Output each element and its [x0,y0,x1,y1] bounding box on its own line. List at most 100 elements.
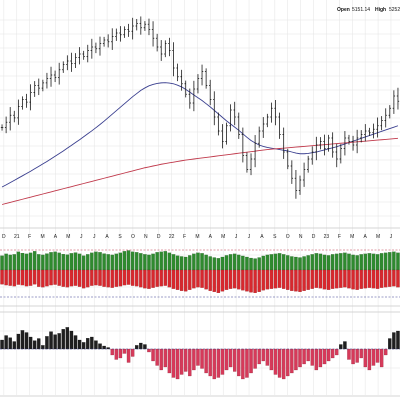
date-tick-label: M [350,234,354,240]
breadth-down-bar [0,269,4,285]
price-bar [302,162,306,187]
price-bar [94,42,98,54]
breadth-up-bar [163,251,167,271]
breadth-up-bar [77,253,82,271]
oscillator-negative-bar [220,348,225,375]
breadth-down-bar [339,269,343,288]
price-bar [184,80,187,98]
price-bar [396,87,400,110]
oscillator-negative-bar [253,348,257,369]
breadth-down-bar [37,269,41,287]
breadth-down-bar [343,269,347,288]
breadth-up-bar [265,254,270,271]
price-bar [127,23,130,37]
breadth-up-bar [175,255,180,271]
breadth-up-bar [69,253,74,271]
oscillator-positive-bar [57,333,61,350]
oscillator-negative-bar [384,348,388,356]
breadth-up-bar [204,254,208,271]
oscillator-positive-bar [20,330,25,350]
breadth-down-bar [159,269,163,287]
breadth-down-bar [204,269,208,290]
oscillator-negative-bar [212,348,216,380]
oscillator-negative-bar [310,348,314,366]
price-bar [225,122,228,145]
price-bar [151,21,155,47]
breadth-down-bar [294,269,298,292]
oscillator-negative-bar [192,348,196,371]
price-bar [294,170,298,199]
date-tick-label: J [93,234,96,240]
breadth-down-bar [20,269,25,286]
price-bar [143,21,147,31]
breadth-down-bar [163,269,167,286]
date-tick-label: D [157,234,161,240]
breadth-down-bar [192,269,196,289]
breadth-up-bar [363,253,367,271]
breadth-down-bar [16,269,21,285]
oscillator-positive-bar [73,335,78,350]
price-bar [180,69,183,91]
oscillator-negative-bar [322,348,327,365]
price-bars [0,16,400,199]
breadth-down-bar [90,269,94,286]
oscillator-positive-bar [90,336,94,350]
breadth-up-bar [16,251,21,271]
breadth-down-bar [347,269,351,289]
breadth-down-bar [130,269,135,286]
breadth-up-bar [196,252,200,271]
oscillator-positive-bar [343,341,347,350]
breadth-up-bar [208,256,212,271]
oscillator-negative-bar [118,348,123,359]
breadth-down-bar [94,269,98,286]
oscillator-positive-bar [94,340,98,350]
breadth-down-bar [379,269,384,288]
oscillator-negative-bar [171,348,176,378]
breadth-up-bar [61,254,65,271]
ohlc-header: Open 5151.14 High 5252 [337,7,400,13]
price-bar [21,96,24,110]
date-tick-label: M [221,234,225,240]
price-bar [209,79,212,106]
breadth-up-bar [184,256,188,271]
breadth-up-bar [220,256,225,271]
date-tick-label: J [390,234,393,240]
price-bar [196,74,200,94]
price-bar [392,90,396,114]
price-bar [257,126,261,148]
breadth-up-bar [233,253,237,271]
breadth-up-bar [273,253,278,271]
breadth-down-bar [24,269,29,287]
breadth-up-bar [122,251,127,271]
breadth-down-bar [335,269,339,289]
breadth-down-bar [216,269,221,293]
date-tick-label: F [183,234,186,240]
breadth-down-bar [306,269,310,290]
oscillator-negative-bar [294,348,298,371]
breadth-down-bar [265,269,270,290]
oscillator-positive-bar [388,338,392,350]
breadth-down-bar [179,269,184,291]
breadth-down-bar [330,269,335,289]
date-tick-label: S [118,234,122,240]
breadth-up-bar [228,254,233,271]
breadth-down-bar [57,269,61,286]
price-bar [4,116,8,134]
breadth-down-bar [326,269,331,290]
breadth-down-bar [318,269,323,289]
breadth-up-bar [86,254,90,271]
oscillator-negative-bar [167,348,172,374]
price-bar [172,42,175,77]
breadth-up-bar [106,254,110,271]
oscillator-negative-bar [290,348,294,374]
oscillator-positive-bar [41,345,45,350]
oscillator-negative-bar [306,348,310,362]
breadth-up-bar [90,252,94,271]
breadth-down-bar [375,269,380,289]
breadth-up-bar [167,252,172,271]
price-bar [266,113,269,128]
price-bar [380,116,383,131]
breadth-up-bar [330,254,335,271]
price-bar [139,16,143,35]
breadth-down-bar [143,269,147,289]
